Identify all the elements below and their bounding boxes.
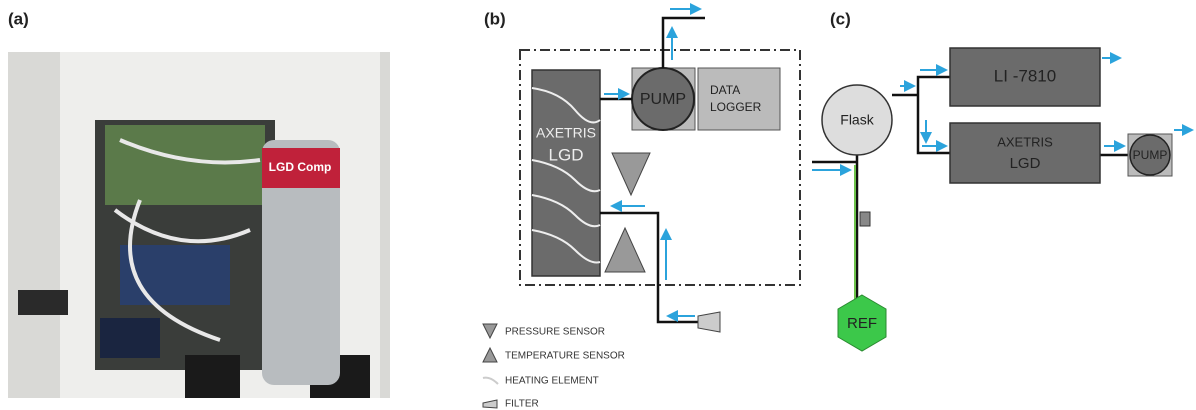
photo-text: LGD Comp — [269, 160, 332, 174]
logger-label: DATA — [710, 83, 740, 97]
lgd-label: LGD — [1010, 155, 1041, 172]
lgd-sensor — [950, 123, 1100, 183]
valve — [860, 212, 870, 226]
temperature-sensor — [605, 228, 645, 272]
panel-label: (b) — [484, 9, 506, 28]
legend-text: PRESSURE SENSOR — [505, 327, 605, 338]
figure: (a) LGD Comp (b) AXETRIS LGD PUMP DATA L… — [0, 0, 1196, 410]
ref-label: REF — [847, 315, 877, 332]
pump-label: PUMP — [1133, 148, 1168, 162]
analyzer-label: LI -7810 — [994, 66, 1056, 85]
lgd-label: AXETRIS — [536, 125, 596, 141]
lgd-label: AXETRIS — [997, 134, 1053, 149]
legend: PRESSURE SENSOR TEMPERATURE SENSOR HEATI… — [483, 324, 625, 410]
logger-label: LOGGER — [710, 100, 762, 114]
legend-text: FILTER — [505, 399, 539, 410]
panel-label: (a) — [8, 9, 29, 28]
data-logger — [698, 68, 780, 130]
photo: LGD Comp — [8, 52, 390, 398]
legend-text: HEATING ELEMENT — [505, 376, 599, 387]
page: (a) LGD Comp (b) AXETRIS LGD PUMP DATA L… — [0, 0, 1196, 410]
pump-label: PUMP — [640, 91, 686, 108]
panel-label: (c) — [830, 9, 851, 28]
legend-text: TEMPERATURE SENSOR — [505, 351, 625, 362]
flask-label: Flask — [840, 112, 874, 128]
lgd-label: LGD — [549, 145, 584, 164]
pressure-sensor — [612, 153, 650, 195]
tubing — [600, 18, 705, 322]
filter — [698, 312, 720, 332]
